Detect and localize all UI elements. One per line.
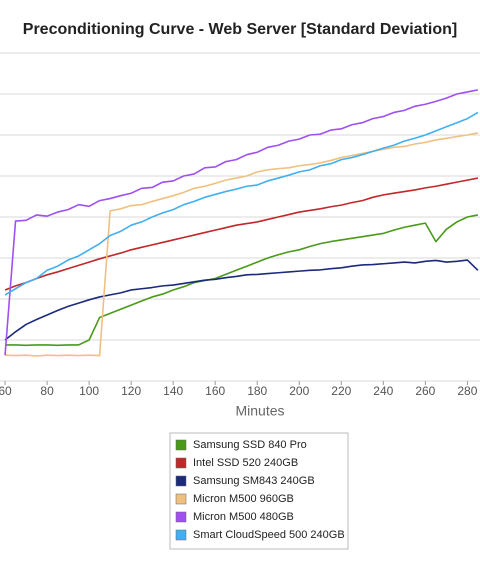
legend-swatch [175,529,187,541]
x-tick-label: 140 [163,384,183,398]
legend-label: Intel SSD 520 240GB [193,457,298,469]
legend-swatch [175,511,187,523]
legend [169,432,349,550]
x-tick-label: 120 [121,384,141,398]
legend-swatch [175,439,187,451]
x-tick-label: 200 [289,384,309,398]
legend-label: Micron M500 480GB [193,511,294,523]
series-line [4,177,479,291]
legend-label: Samsung SM843 240GB [193,475,315,487]
series-line [4,259,479,341]
legend-swatch [175,457,187,469]
x-tick-label: 240 [373,384,393,398]
series-line [5,214,479,347]
x-tick-label: 80 [40,384,54,398]
x-tick-label: 160 [205,384,225,398]
x-tick-label: 60 [0,384,12,398]
series-line [5,132,479,357]
legend-swatch [175,475,187,487]
chart-title: Preconditioning Curve - Web Server [Stan… [23,21,457,38]
legend-label: Micron M500 960GB [193,493,294,505]
x-tick-label: 100 [79,384,99,398]
series-line [4,89,479,356]
x-axis-label: Minutes [235,403,284,419]
x-tick-label: 220 [331,384,351,398]
x-tick-label: 280 [457,384,477,398]
x-tick-label: 260 [415,384,435,398]
legend-label: Smart CloudSpeed 500 240GB [193,529,345,541]
series-line [4,111,479,296]
x-tick-label: 180 [247,384,267,398]
legend-swatch [175,493,187,505]
legend-label: Samsung SSD 840 Pro [193,439,307,451]
